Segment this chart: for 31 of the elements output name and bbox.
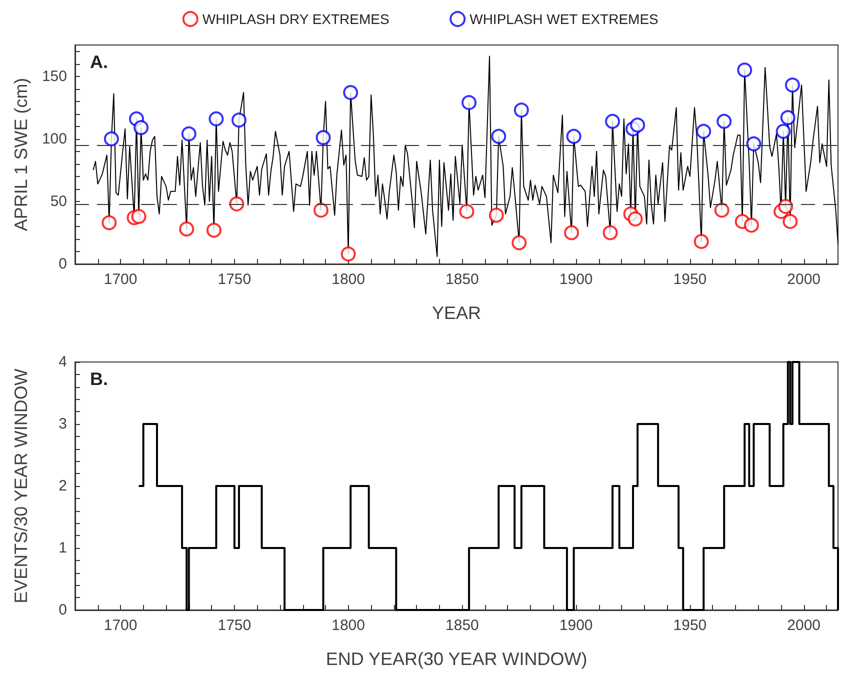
x-tick-label: 1700 (104, 617, 138, 634)
y-tick-label: 50 (50, 192, 67, 210)
y-axis-title: APRIL 1 SWE (cm) (11, 78, 31, 232)
x-tick-label: 1750 (218, 617, 252, 634)
x-tick-label: 1900 (559, 617, 593, 634)
y-tick-label: 100 (42, 130, 67, 148)
annotation: A. (90, 52, 108, 72)
x-tick-label: 1900 (559, 271, 593, 288)
y-tick-label: 2 (58, 478, 67, 494)
x-axis-title: YEAR (432, 303, 482, 323)
y-tick-label: 3 (58, 416, 67, 432)
x-tick-label: 1750 (218, 271, 252, 288)
y-tick-label: 4 (58, 354, 67, 370)
x-tick-label: 1800 (332, 617, 365, 634)
annotation: B. (90, 369, 108, 389)
x-tick-label: 2000 (787, 617, 821, 634)
y-tick-label: 150 (42, 68, 67, 85)
y-tick-label: 0 (58, 256, 67, 272)
x-tick-label: 1850 (446, 271, 479, 288)
legend-label: WHIPLASH DRY EXTREMES (202, 11, 390, 27)
x-tick-label: 1800 (332, 271, 365, 288)
y-tick-label: 0 (58, 602, 67, 618)
x-tick-label: 1700 (104, 271, 138, 288)
y-tick-label: 1 (58, 540, 67, 556)
x-tick-label: 1950 (673, 617, 707, 634)
x-tick-label: 1950 (673, 271, 707, 288)
legend-label: WHIPLASH WET EXTREMES (470, 11, 658, 27)
x-tick-label: 2000 (787, 271, 821, 288)
x-axis-title: END YEAR(30 YEAR WINDOW) (326, 649, 588, 669)
x-tick-label: 1850 (446, 617, 479, 634)
y-axis-title: EVENTS/30 YEAR WINDOW (11, 368, 31, 604)
